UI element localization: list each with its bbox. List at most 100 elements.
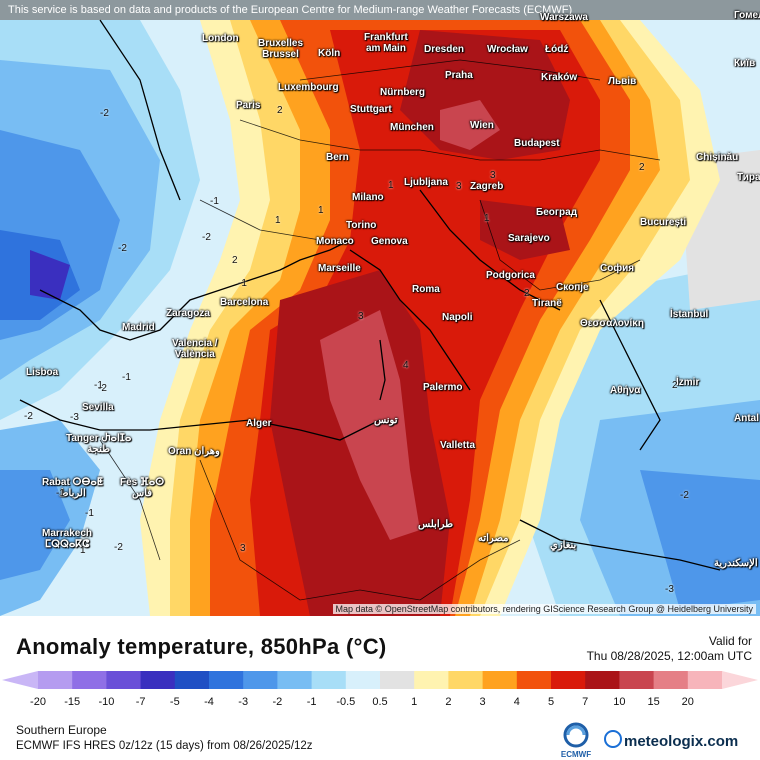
city-label: Скопје (556, 282, 589, 293)
isoline-value: 3 (456, 181, 462, 192)
city-label: Tiranë (532, 298, 562, 309)
color-scale-ticks: -20 -15 -10 -7 -5 -4 -3 -2 -1 -0.5 0.5 1 2 3 4 5 7 10 15 20 (0, 696, 760, 710)
city-label: Roma (412, 284, 440, 295)
scale-tick-label: 4 (513, 696, 520, 708)
city-label: Fès ⴼⴰⵙ فاس (120, 477, 165, 499)
city-label: София (600, 263, 635, 274)
scale-tick-label: 3 (479, 696, 486, 708)
scale-tick-label: 2 (445, 696, 452, 708)
isoline-value: -2 (100, 108, 109, 119)
scale-tick-label: 20 (681, 696, 694, 708)
scale-swatch (653, 671, 689, 689)
city-label: Budapest (514, 138, 560, 149)
scale-swatch (174, 671, 210, 689)
isoline-value: -1 (122, 372, 131, 383)
city-label: Sevilla (82, 402, 114, 413)
map-title: Anomaly temperature, 850hPa (°C) (16, 634, 387, 659)
isoline-value: -2 (118, 243, 127, 254)
city-label: Гомел (734, 10, 760, 21)
isoline-value: -3 (665, 584, 674, 595)
scale-tick-label: -15 (64, 696, 81, 708)
isoline-value: -1 (238, 278, 247, 289)
city-label: Alger (246, 418, 272, 429)
scale-swatch (311, 671, 347, 689)
scale-tick-label: 15 (647, 696, 660, 708)
isoline-value: -2 (98, 383, 107, 394)
scale-tick-label: -5 (169, 696, 180, 708)
city-label: Marseille (318, 263, 361, 274)
city-label: Nürnberg (380, 87, 425, 98)
ecmwf-logo-text: ECMWF (561, 750, 591, 759)
scale-swatch (619, 671, 655, 689)
city-label: Kraków (541, 72, 578, 83)
city-label: Тира (737, 172, 760, 183)
scale-swatch (209, 671, 244, 689)
isoline-value: 1 (80, 545, 86, 556)
city-label: București (640, 217, 687, 228)
city-label: Львів (608, 76, 637, 87)
city-label: Zagreb (470, 181, 504, 192)
anomaly-map[interactable]: This service is based on data and produc… (0, 0, 760, 616)
city-label: Wrocław (487, 44, 528, 55)
city-label: Genova (371, 236, 408, 247)
city-label: تونس (374, 415, 398, 426)
scale-swatch (687, 671, 723, 689)
valid-time: Thu 08/28/2025, 12:00am UTC (586, 649, 752, 663)
meteologix-brand[interactable]: meteologix.com (604, 730, 738, 750)
city-label: Antal (734, 413, 759, 424)
isoline-value: -2 (24, 411, 33, 422)
city-label: Oran وهران (168, 446, 220, 457)
scale-swatch (277, 671, 313, 689)
city-label: Dresden (424, 44, 465, 55)
city-label: Београд (536, 207, 578, 218)
city-label: Marrakech ⵎⵕⵕⴰⴽⵛ (42, 528, 93, 550)
isoline-value: -3 (70, 412, 79, 423)
city-label: Warszawa (540, 12, 588, 23)
model-run-label: ECMWF IFS HRES 0z/12z (15 days) from 08/… (16, 740, 313, 752)
city-label: Praha (445, 70, 473, 81)
city-label: Köln (318, 48, 341, 59)
city-label: Podgorica (486, 270, 535, 281)
isoline-value: 1 (318, 205, 324, 216)
scale-swatch (551, 671, 586, 689)
scale-swatch (345, 671, 381, 689)
isoline-value: 2 (277, 105, 283, 116)
scale-tick-label: -1 (306, 696, 317, 708)
isoline-value: -2 (680, 490, 689, 501)
city-label: Αθήνα (610, 385, 641, 396)
city-label: مصراته (478, 533, 509, 544)
city-label: Paris (236, 100, 261, 111)
region-label: Southern Europe (16, 723, 107, 737)
city-label: Sarajevo (508, 233, 550, 244)
isoline-value: -1 (85, 508, 94, 519)
isoline-value: 1 (388, 180, 394, 191)
city-label: Київ (734, 58, 756, 69)
isoline-value: -2 (202, 232, 211, 243)
city-label: Madrid (122, 322, 155, 333)
city-label: Łódź (545, 44, 569, 55)
city-label: Θεσσαλονίκη (580, 318, 644, 329)
city-label: Bruxelles Brussel (258, 38, 304, 60)
isoline-value: -1 (94, 380, 103, 391)
coastlines (19, 19, 721, 571)
isoline-value: 2 (639, 162, 645, 173)
map-svg (0, 0, 760, 616)
scale-tick-label: -7 (135, 696, 146, 708)
isoline-value: 1 (484, 213, 490, 224)
city-label: Stuttgart (350, 104, 392, 115)
city-label: الإسكندرية (714, 558, 758, 569)
legend-panel: Anomaly temperature, 850hPa (°C) Valid f… (0, 616, 760, 760)
city-label: Rabat ⵔⴱⴰⵟ الرباط (42, 477, 104, 499)
city-label: Zaragoza (166, 308, 210, 319)
scale-swatch (380, 671, 415, 689)
city-label: بنغازي (550, 540, 577, 551)
scale-arrow-right (722, 671, 758, 689)
scale-arrow-left (2, 671, 38, 689)
isoline-value: 3 (240, 543, 246, 554)
city-label: Valencia / València (172, 338, 218, 360)
isoline-value: -1 (56, 488, 65, 499)
isoline-value: 2 (524, 288, 530, 299)
scale-swatch (72, 671, 107, 689)
isoline-value: 3 (358, 311, 364, 322)
scale-tick-label: -10 (98, 696, 115, 708)
